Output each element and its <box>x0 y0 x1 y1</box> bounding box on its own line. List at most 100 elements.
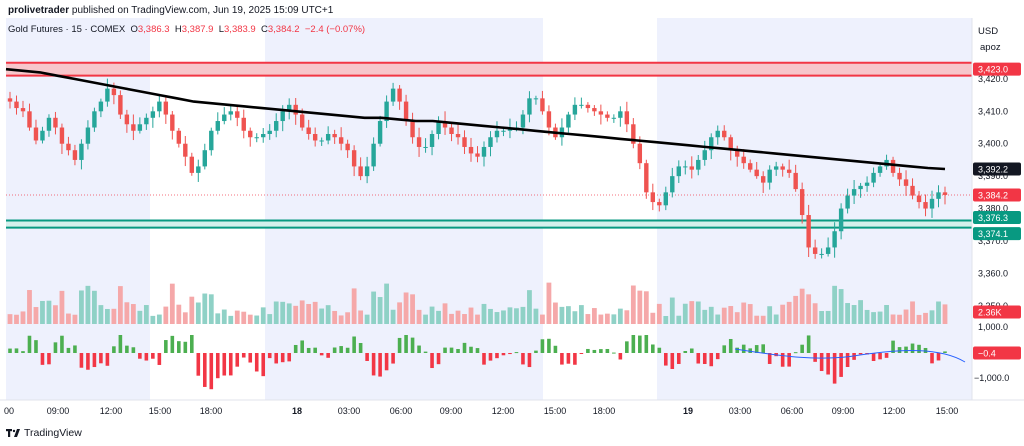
candle[interactable] <box>20 100 26 118</box>
candle[interactable] <box>137 117 143 134</box>
volume-bar[interactable] <box>299 300 305 324</box>
oscillator-bar[interactable] <box>40 353 45 365</box>
oscillator-bar[interactable] <box>274 353 279 364</box>
oscillator-bar[interactable] <box>573 353 577 365</box>
oscillator-bar[interactable] <box>780 353 785 367</box>
oscillator-bar[interactable] <box>625 341 629 353</box>
volume-bar[interactable] <box>455 310 461 324</box>
candle[interactable] <box>390 82 396 106</box>
volume-bar[interactable] <box>819 311 825 324</box>
oscillator-bar[interactable] <box>319 353 324 356</box>
oscillator-bar[interactable] <box>663 353 668 366</box>
volume-bar[interactable] <box>46 300 52 324</box>
candle[interactable] <box>767 165 772 190</box>
volume-bar[interactable] <box>747 304 753 324</box>
candle[interactable] <box>449 122 454 142</box>
candle[interactable] <box>760 171 766 193</box>
volume-bar[interactable] <box>559 306 565 324</box>
candle[interactable] <box>351 145 357 177</box>
oscillator-bar[interactable] <box>410 337 415 353</box>
volume-bar[interactable] <box>617 308 623 324</box>
oscillator-bar[interactable] <box>417 345 421 353</box>
volume-bar[interactable] <box>838 289 844 324</box>
oscillator-bar[interactable] <box>339 346 343 353</box>
oscillator-bar[interactable] <box>930 353 934 364</box>
oscillator-bar[interactable] <box>676 353 681 364</box>
candle[interactable] <box>306 119 311 140</box>
candle[interactable] <box>845 188 850 214</box>
volume-bar[interactable] <box>260 307 266 324</box>
oscillator-bar[interactable] <box>345 347 350 353</box>
volume-bar[interactable] <box>598 314 604 324</box>
oscillator-bar[interactable] <box>871 353 876 361</box>
oscillator-bar[interactable] <box>287 353 292 362</box>
candle[interactable] <box>46 114 52 137</box>
oscillator-bar[interactable] <box>651 344 655 353</box>
candle[interactable] <box>254 133 259 143</box>
volume-bar[interactable] <box>319 308 325 324</box>
volume-bar[interactable] <box>877 311 883 324</box>
candle[interactable] <box>709 133 714 159</box>
oscillator-bar[interactable] <box>202 353 207 387</box>
volume-bar[interactable] <box>27 290 32 324</box>
oscillator-bar[interactable] <box>696 353 701 364</box>
volume-bar[interactable] <box>507 307 513 324</box>
candle[interactable] <box>338 127 344 151</box>
volume-bar[interactable] <box>468 307 474 324</box>
candle[interactable] <box>423 138 428 153</box>
volume-bar[interactable] <box>741 302 747 324</box>
volume-bar[interactable] <box>403 292 409 324</box>
volume-bar[interactable] <box>111 308 117 324</box>
volume-bar[interactable] <box>286 303 292 324</box>
volume-bar[interactable] <box>760 315 766 324</box>
volume-bar[interactable] <box>221 309 227 324</box>
candle[interactable] <box>345 139 350 158</box>
volume-bar[interactable] <box>910 301 915 324</box>
oscillator-bar[interactable] <box>638 335 642 353</box>
volume-bar[interactable] <box>851 305 857 324</box>
oscillator-bar[interactable] <box>125 345 129 353</box>
oscillator-bar[interactable] <box>806 335 811 353</box>
oscillator-bar[interactable] <box>430 353 434 369</box>
oscillator-bar[interactable] <box>787 353 791 367</box>
volume-bar[interactable] <box>682 303 688 324</box>
oscillator-bar[interactable] <box>495 353 499 359</box>
volume-bar[interactable] <box>676 315 682 324</box>
candle[interactable] <box>261 127 266 143</box>
candle[interactable] <box>689 156 694 179</box>
oscillator-bar[interactable] <box>86 353 90 370</box>
volume-bar[interactable] <box>890 314 896 324</box>
volume-bar[interactable] <box>643 291 649 324</box>
volume-bar[interactable] <box>429 306 435 324</box>
oscillator-bar[interactable] <box>47 353 51 365</box>
volume-bar[interactable] <box>650 312 656 324</box>
volume-bar[interactable] <box>267 314 273 324</box>
candle[interactable] <box>903 170 909 196</box>
candle[interactable] <box>377 115 383 147</box>
oscillator-bar[interactable] <box>138 353 142 359</box>
symbol-legend[interactable]: Gold Futures · 15 · COMEX O3,386.3 H3,38… <box>8 24 365 35</box>
volume-bar[interactable] <box>799 288 805 324</box>
oscillator-bar[interactable] <box>469 346 473 353</box>
candle[interactable] <box>546 105 552 136</box>
candle[interactable] <box>371 137 376 171</box>
oscillator-bar[interactable] <box>878 353 882 360</box>
candle[interactable] <box>657 198 662 212</box>
oscillator-bar[interactable] <box>514 352 519 354</box>
volume-bar[interactable] <box>436 310 441 324</box>
candle[interactable] <box>267 124 272 140</box>
oscillator-bar[interactable] <box>8 348 12 353</box>
volume-bar[interactable] <box>494 312 500 324</box>
volume-bar[interactable] <box>156 314 162 324</box>
candle[interactable] <box>579 97 584 109</box>
oscillator-bar[interactable] <box>689 348 694 353</box>
candle[interactable] <box>248 127 253 147</box>
oscillator-bar[interactable] <box>170 335 175 353</box>
volume-bar[interactable] <box>695 301 701 324</box>
oscillator-bar[interactable] <box>105 353 110 366</box>
oscillator-bar[interactable] <box>254 353 259 372</box>
volume-bar[interactable] <box>40 300 45 324</box>
volume-bar[interactable] <box>533 308 539 324</box>
oscillator-bar[interactable] <box>631 335 636 353</box>
oscillator-bar[interactable] <box>397 337 402 353</box>
